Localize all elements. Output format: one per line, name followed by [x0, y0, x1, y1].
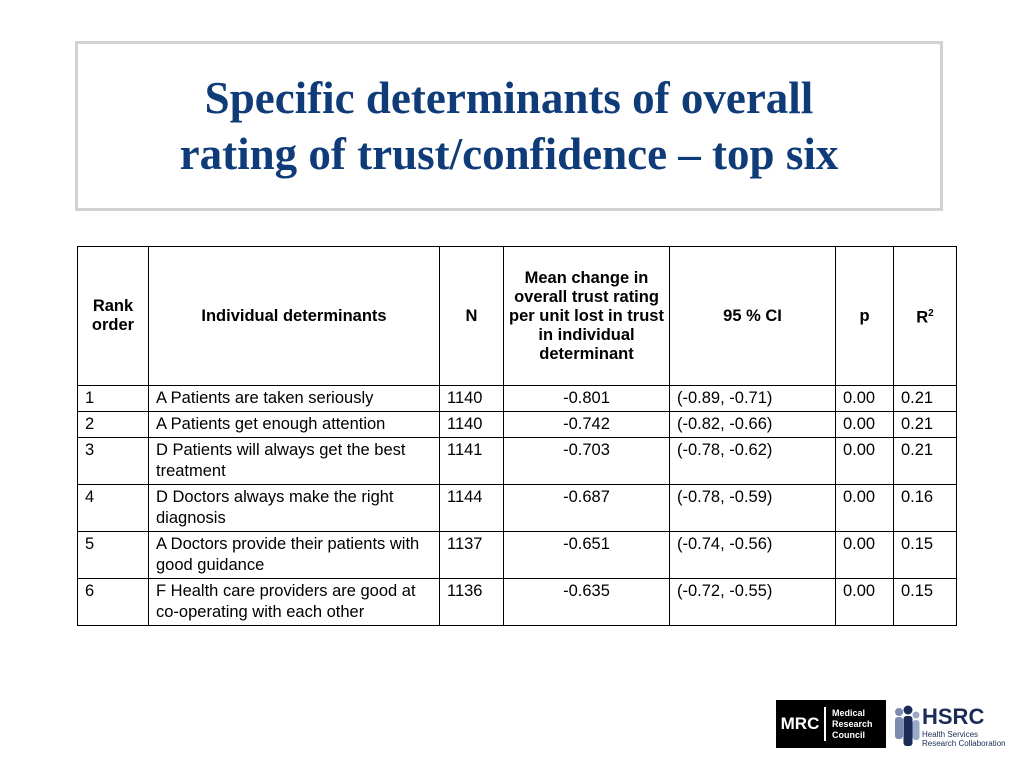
cell-mean-change: -0.651	[503, 531, 670, 579]
slide-title-line-2: rating of trust/confidence – top six	[179, 129, 839, 179]
cell-mean-change: -0.635	[503, 578, 670, 626]
table-header-row: Rank order Individual determinants N Mea…	[77, 246, 957, 386]
header-mean-change: Mean change in overall trust rating per …	[503, 246, 670, 386]
cell-determinant: D Patients will always get the best trea…	[148, 437, 440, 485]
mrc-logo-word-2: Research	[832, 718, 873, 729]
cell-ci: (-0.89, -0.71)	[669, 385, 836, 412]
cell-rank: 6	[77, 578, 149, 626]
hsrc-logo-name: HSRC	[922, 704, 985, 729]
cell-r-squared: 0.16	[893, 484, 957, 532]
hsrc-logo-subtitle-2: Research Collaboration	[922, 739, 1006, 748]
table-row: 6 F Health care providers are good at co…	[77, 578, 957, 626]
cell-p: 0.00	[835, 437, 894, 485]
table-row: 2 A Patients get enough attention 1140 -…	[77, 411, 957, 438]
cell-n: 1136	[439, 578, 504, 626]
mrc-logo-letters: MRC	[776, 707, 826, 741]
cell-n: 1144	[439, 484, 504, 532]
mrc-logo-word-1: Medical	[832, 707, 866, 718]
cell-ci: (-0.78, -0.62)	[669, 437, 836, 485]
cell-r-squared: 0.15	[893, 531, 957, 579]
cell-ci: (-0.82, -0.66)	[669, 411, 836, 438]
mrc-logo-words: Medical Research Council	[826, 708, 873, 741]
header-individual-determinants: Individual determinants	[148, 246, 440, 386]
table-row: 3 D Patients will always get the best tr…	[77, 437, 957, 485]
slide-title-line-1: Specific determinants of overall	[204, 73, 814, 123]
header-r-superscript: 2	[928, 308, 934, 320]
cell-rank: 3	[77, 437, 149, 485]
cell-ci: (-0.74, -0.56)	[669, 531, 836, 579]
hsrc-logo-subtitle: Health Services Research Collaboration	[922, 730, 1006, 748]
header-r-label: R	[916, 308, 929, 327]
header-r-squared: R2	[893, 246, 957, 386]
cell-r-squared: 0.21	[893, 385, 957, 412]
slide-title: Specific determinants of overall rating …	[180, 70, 839, 182]
cell-n: 1137	[439, 531, 504, 579]
cell-p: 0.00	[835, 531, 894, 579]
cell-r-squared: 0.21	[893, 411, 957, 438]
table-row: 1 A Patients are taken seriously 1140 -0…	[77, 385, 957, 412]
mrc-logo-word-3: Council	[832, 729, 865, 740]
cell-r-squared: 0.21	[893, 437, 957, 485]
cell-rank: 2	[77, 411, 149, 438]
mrc-logo: MRC Medical Research Council	[776, 700, 886, 748]
header-rank-order: Rank order	[77, 246, 149, 386]
cell-determinant: F Health care providers are good at co-o…	[148, 578, 440, 626]
cell-determinant: D Doctors always make the right diagnosi…	[148, 484, 440, 532]
cell-n: 1140	[439, 411, 504, 438]
cell-n: 1140	[439, 385, 504, 412]
cell-r-squared: 0.15	[893, 578, 957, 626]
cell-n: 1141	[439, 437, 504, 485]
cell-mean-change: -0.801	[503, 385, 670, 412]
cell-determinant: A Patients are taken seriously	[148, 385, 440, 412]
cell-mean-change: -0.703	[503, 437, 670, 485]
cell-rank: 1	[77, 385, 149, 412]
header-p: p	[835, 246, 894, 386]
cell-p: 0.00	[835, 411, 894, 438]
hsrc-logo-subtitle-1: Health Services	[922, 730, 979, 739]
slide-title-box: Specific determinants of overall rating …	[75, 41, 943, 211]
header-95-ci: 95 % CI	[669, 246, 836, 386]
people-figures-icon	[895, 705, 920, 746]
table-row: 5 A Doctors provide their patients with …	[77, 531, 957, 579]
cell-rank: 4	[77, 484, 149, 532]
cell-ci: (-0.72, -0.55)	[669, 578, 836, 626]
cell-rank: 5	[77, 531, 149, 579]
cell-mean-change: -0.742	[503, 411, 670, 438]
hsrc-logo: HSRC Health Services Research Collaborat…	[892, 700, 1006, 750]
cell-p: 0.00	[835, 484, 894, 532]
cell-p: 0.00	[835, 578, 894, 626]
cell-mean-change: -0.687	[503, 484, 670, 532]
cell-determinant: A Doctors provide their patients with go…	[148, 531, 440, 579]
cell-determinant: A Patients get enough attention	[148, 411, 440, 438]
header-n: N	[439, 246, 504, 386]
cell-ci: (-0.78, -0.59)	[669, 484, 836, 532]
table-row: 4 D Doctors always make the right diagno…	[77, 484, 957, 532]
cell-p: 0.00	[835, 385, 894, 412]
determinants-table: Rank order Individual determinants N Mea…	[77, 246, 957, 626]
